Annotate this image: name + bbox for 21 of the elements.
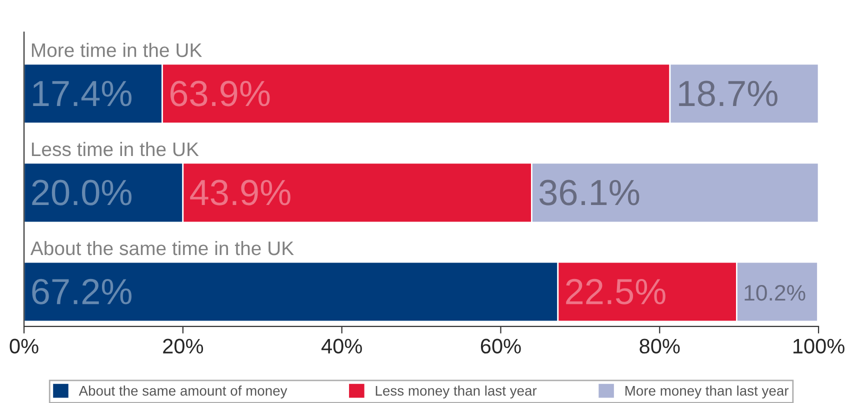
data-label: 22.5% (566, 278, 666, 304)
data-label: 36.1% (539, 180, 640, 206)
data-label: 20.0% (32, 180, 132, 206)
x-tick-label: 40% (321, 338, 362, 354)
legend-label: About the same amount of money (78, 386, 288, 398)
y-tick-label: About the same time in the UK (30, 240, 294, 256)
data-label: 43.9% (190, 180, 290, 206)
data-label: 17.4% (33, 80, 132, 106)
data-label: 18.7% (679, 80, 778, 106)
x-tick-label: 0% (10, 338, 38, 354)
x-tick-label: 80% (640, 338, 680, 354)
x-tick-label: 100% (793, 338, 844, 354)
legend-label: More money than last year (625, 386, 789, 398)
data-label: 10.2% (744, 284, 806, 301)
x-tick-label: 60% (480, 338, 521, 354)
y-tick-label: More time in the UK (32, 42, 202, 58)
x-tick-label: 20% (163, 338, 204, 354)
y-tick-label: Less time in the UK (32, 142, 199, 156)
data-label: 67.2% (32, 278, 132, 304)
data-label: 63.9% (170, 80, 270, 106)
legend-label: Less money than last year (376, 386, 537, 398)
